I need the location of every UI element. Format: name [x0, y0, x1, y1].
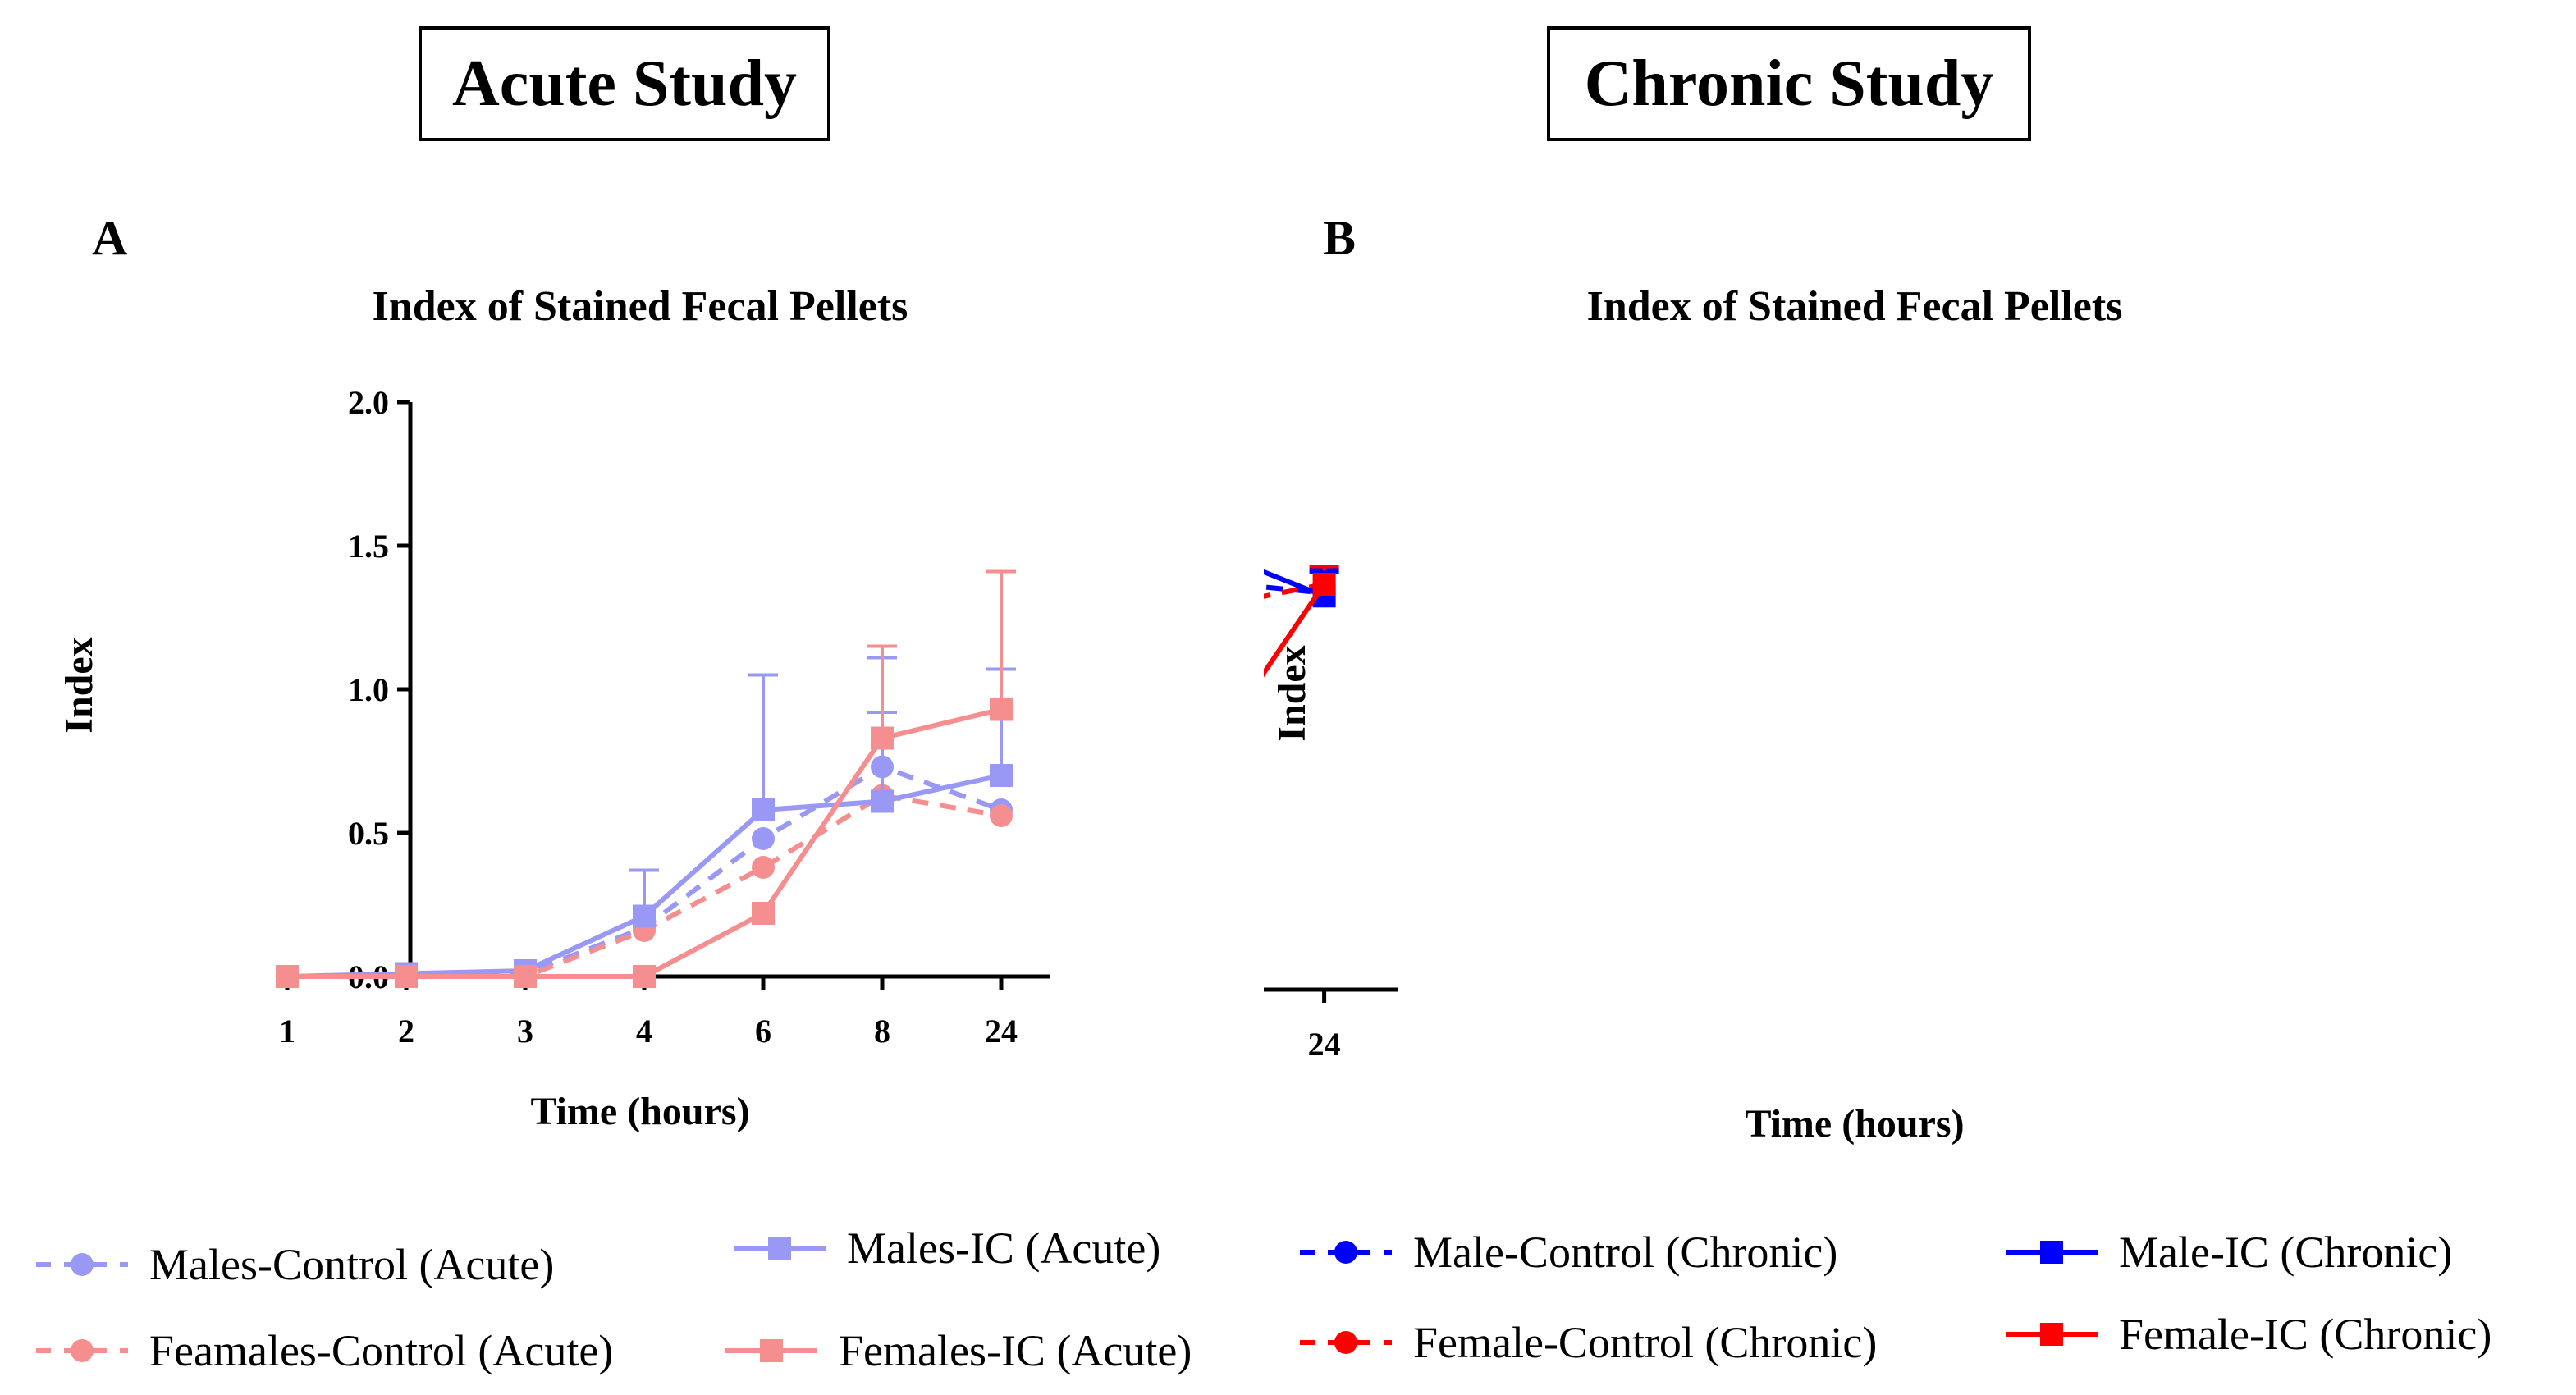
- series-female-ic-chronic: [1264, 572, 1336, 678]
- series-line: [1264, 569, 1325, 599]
- legend-label: Females-IC (Acute): [839, 1326, 1192, 1375]
- legend-swatch-marker: [2040, 1241, 2063, 1264]
- legend-swatch: [1300, 1241, 1392, 1264]
- x-tick-label: 1: [279, 1013, 295, 1050]
- legend: Males-Control (Acute) Males-IC (Acute) M…: [0, 1206, 2576, 1395]
- legend-label: Feamales-Control (Acute): [149, 1326, 614, 1375]
- data-point: [871, 726, 894, 750]
- legend-label: Female-Control (Chronic): [1413, 1318, 1878, 1367]
- series-line: [1264, 582, 1325, 599]
- legend-swatch: [734, 1237, 826, 1260]
- data-point: [514, 965, 537, 988]
- legend-swatch-marker: [1334, 1331, 1357, 1354]
- data-point: [990, 698, 1013, 721]
- data-point: [752, 827, 775, 850]
- x-tick-label: 6: [755, 1013, 771, 1050]
- data-point: [633, 904, 656, 928]
- data-point: [990, 764, 1013, 787]
- legend-swatch: [1300, 1331, 1392, 1354]
- legend-swatch-marker: [71, 1339, 94, 1362]
- x-tick-label: 24: [1308, 1026, 1341, 1063]
- x-tick-label: 4: [636, 1013, 652, 1050]
- data-point: [633, 965, 656, 988]
- legend-item-males-control-acute: Males-Control (Acute): [33, 1239, 554, 1290]
- series-line: [1264, 583, 1327, 678]
- panel-letter-a: A: [92, 211, 127, 265]
- legend-item-male-ic-chronic: Male-IC (Chronic): [2002, 1227, 2452, 1278]
- chart-panel-a: A Index of Stained Fecal Pellets Index T…: [57, 211, 1050, 1133]
- legend-label: Males-Control (Acute): [149, 1240, 555, 1289]
- series-females-ic-acute: [276, 569, 1016, 988]
- x-tick-label: 24: [985, 1013, 1018, 1050]
- legend-swatch: [36, 1339, 128, 1362]
- data-point: [752, 798, 775, 821]
- legend-item-female-ic-chronic: Female-IC (Chronic): [2002, 1309, 2491, 1360]
- legend-swatch: [725, 1339, 817, 1362]
- chronic-study-header: Chronic Study: [1547, 26, 2031, 141]
- legend-item-females-control-acute: Feamales-Control (Acute): [33, 1325, 613, 1376]
- y-axis-label-b: Index: [1270, 645, 1314, 741]
- y-tick-label: 2.0: [348, 384, 389, 421]
- x-axis-label-b: Time (hours): [1745, 1102, 1964, 1146]
- acute-study-header: Acute Study: [419, 26, 830, 141]
- legend-swatch-marker: [760, 1339, 783, 1362]
- legend-swatch-marker: [2040, 1323, 2063, 1346]
- series-line: [1264, 584, 1325, 596]
- legend-item-males-ic-acute: Males-IC (Acute): [730, 1223, 1160, 1274]
- y-tick-label: 1.0: [348, 671, 389, 708]
- legend-swatch-marker: [71, 1253, 94, 1276]
- legend-swatch: [2006, 1323, 2098, 1346]
- data-point: [395, 965, 418, 988]
- legend-swatch-marker: [768, 1237, 791, 1260]
- chart-title-b: Index of Stained Fecal Pellets: [1587, 283, 2123, 330]
- y-tick-label: 0.5: [348, 815, 389, 852]
- data-point: [752, 902, 775, 925]
- x-tick-label: 8: [874, 1013, 890, 1050]
- plot-area-a: 0.00.51.01.52.01 2 3 4 6 8 24: [276, 384, 1050, 1050]
- x-tick-label: 2: [398, 1013, 414, 1050]
- data-point: [752, 856, 775, 879]
- y-tick-label: 1.5: [348, 528, 389, 565]
- legend-label: Males-IC (Acute): [847, 1223, 1161, 1273]
- chart-title-a: Index of Stained Fecal Pellets: [373, 283, 908, 330]
- legend-label: Female-IC (Chronic): [2119, 1310, 2492, 1359]
- chart-panel-b: B Index of Stained Fecal Pellets Index T…: [1264, 211, 2123, 1146]
- series-female-control-chronic: [1264, 565, 1339, 599]
- legend-item-females-ic-acute: Females-IC (Acute): [722, 1325, 1192, 1376]
- legend-label: Male-Control (Chronic): [1413, 1228, 1838, 1277]
- legend-swatch: [2006, 1241, 2098, 1264]
- legend-item-male-control-chronic: Male-Control (Chronic): [1297, 1227, 1837, 1278]
- legend-item-female-control-chronic: Female-Control (Chronic): [1297, 1317, 1877, 1368]
- x-tick-label: 3: [517, 1013, 533, 1050]
- data-point: [871, 789, 894, 813]
- legend-swatch: [36, 1253, 128, 1276]
- legend-label: Male-IC (Chronic): [2119, 1228, 2453, 1277]
- x-axis-label-a: Time (hours): [530, 1090, 749, 1133]
- y-axis-label-a: Index: [57, 637, 101, 733]
- data-point: [990, 804, 1013, 827]
- legend-swatch-marker: [1334, 1241, 1357, 1264]
- panel-letter-b: B: [1323, 211, 1356, 265]
- data-point: [1312, 572, 1336, 596]
- data-point: [276, 965, 299, 988]
